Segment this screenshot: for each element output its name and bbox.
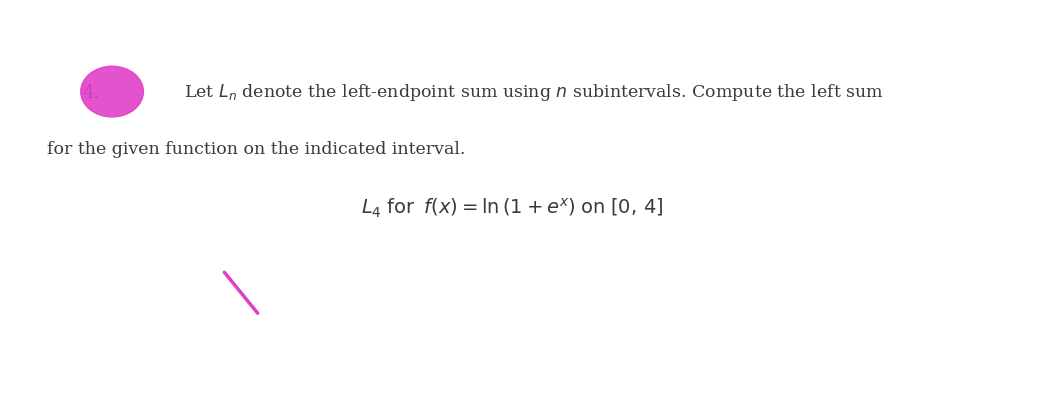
Text: 4.: 4. (83, 84, 100, 102)
Text: Let $L_n$ denote the left-endpoint sum using $n$ subintervals. Compute the left : Let $L_n$ denote the left-endpoint sum u… (184, 82, 884, 103)
Text: $L_4\;\mathrm{for}\;\; f(x) = \ln\left(1 + e^{x}\right)\;\mathrm{on}\;[0,\, 4]$: $L_4\;\mathrm{for}\;\; f(x) = \ln\left(1… (361, 196, 664, 219)
Text: for the given function on the indicated interval.: for the given function on the indicated … (47, 141, 466, 158)
Ellipse shape (81, 66, 143, 117)
